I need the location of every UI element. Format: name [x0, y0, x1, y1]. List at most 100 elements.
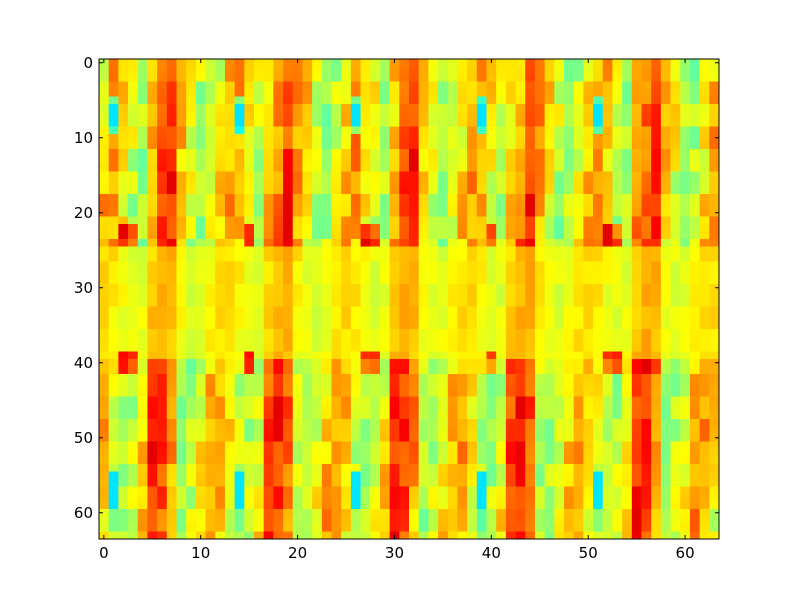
heatmap-cell — [573, 239, 584, 247]
heatmap-cell — [137, 284, 148, 292]
heatmap-cell — [137, 516, 148, 525]
heatmap-cell — [263, 359, 274, 367]
heatmap-cell — [515, 434, 526, 442]
heatmap-cell — [350, 96, 361, 105]
heatmap-cell — [128, 479, 139, 487]
heatmap-cell — [457, 104, 468, 112]
heatmap-cell — [670, 524, 681, 532]
heatmap-cell — [118, 426, 129, 435]
heatmap-cell — [409, 419, 420, 427]
heatmap-cell — [292, 374, 303, 382]
heatmap-cell — [195, 449, 206, 457]
heatmap-cell — [583, 336, 594, 345]
heatmap-cell — [447, 516, 458, 525]
heatmap-cell — [312, 201, 323, 210]
heatmap-cell — [651, 524, 662, 532]
heatmap-cell — [699, 194, 710, 202]
heatmap-cell — [147, 276, 158, 285]
heatmap-cell — [118, 321, 129, 330]
heatmap-cell — [651, 531, 662, 540]
heatmap-cell — [302, 299, 313, 307]
heatmap-cell — [544, 374, 555, 382]
heatmap-cell — [505, 66, 516, 75]
heatmap-cell — [699, 344, 710, 352]
heatmap-cell — [224, 366, 236, 375]
heatmap-cell — [360, 171, 371, 180]
heatmap-cell — [215, 494, 226, 502]
heatmap-cell — [564, 306, 575, 315]
heatmap-cell — [331, 329, 342, 337]
heatmap-cell — [128, 449, 139, 457]
heatmap-cell — [689, 96, 701, 105]
heatmap-cell — [215, 486, 226, 495]
heatmap-cell — [438, 126, 449, 135]
heatmap-cell — [496, 306, 507, 315]
heatmap-cell — [622, 314, 633, 322]
heatmap-cell — [622, 149, 633, 157]
heatmap-cell — [215, 321, 226, 330]
heatmap-cell — [254, 441, 265, 450]
heatmap-cell — [302, 344, 313, 352]
heatmap-cell — [234, 104, 245, 112]
heatmap-cell — [544, 479, 555, 487]
heatmap-cell — [593, 186, 604, 195]
heatmap-cell — [205, 74, 216, 82]
heatmap-cell — [389, 216, 400, 225]
heatmap-cell — [273, 201, 284, 210]
heatmap-cell — [370, 434, 381, 442]
heatmap-cell — [312, 321, 323, 330]
heatmap-cell — [99, 524, 110, 532]
heatmap-cell — [312, 426, 323, 435]
heatmap-cell — [108, 186, 119, 195]
heatmap-cell — [137, 359, 148, 367]
heatmap-cell — [573, 201, 584, 210]
heatmap-cell — [428, 171, 439, 180]
heatmap-cell — [166, 419, 177, 427]
heatmap-cell — [670, 329, 681, 337]
heatmap-cell — [215, 194, 226, 202]
heatmap-cell — [457, 306, 468, 315]
heatmap-cell — [205, 329, 216, 337]
heatmap-cell — [283, 486, 294, 495]
heatmap-cell — [118, 344, 129, 352]
heatmap-cell — [593, 156, 604, 165]
heatmap-cell — [137, 374, 148, 382]
heatmap-cell — [409, 381, 420, 390]
heatmap-cell — [447, 299, 458, 307]
heatmap-cell — [515, 464, 526, 472]
heatmap-cell — [699, 449, 710, 457]
heatmap-cell — [263, 314, 274, 322]
heatmap-cell — [147, 141, 158, 150]
heatmap-cell — [263, 134, 274, 142]
heatmap-cell — [515, 374, 526, 382]
heatmap-cell — [370, 201, 381, 210]
heatmap-cell — [622, 404, 633, 412]
heatmap-cell — [486, 321, 497, 330]
heatmap-cell — [283, 306, 294, 315]
heatmap-cell — [622, 216, 633, 225]
heatmap-cell — [118, 156, 129, 165]
heatmap-cell — [428, 381, 439, 390]
heatmap-cell — [428, 321, 439, 330]
heatmap-cell — [583, 486, 594, 495]
heatmap-cell — [631, 66, 642, 75]
heatmap-cell — [157, 486, 168, 495]
heatmap-cell — [350, 201, 361, 210]
heatmap-cell — [689, 246, 701, 255]
heatmap-cell — [99, 404, 110, 412]
heatmap-cell — [612, 201, 623, 210]
heatmap-cell — [602, 524, 613, 532]
heatmap-cell — [418, 164, 429, 172]
heatmap-cell — [312, 456, 323, 465]
heatmap-cell — [118, 111, 129, 120]
heatmap-cell — [176, 419, 187, 427]
heatmap-cell — [457, 486, 468, 495]
heatmap-cell — [505, 254, 516, 262]
heatmap-cell — [205, 464, 216, 472]
heatmap-cell — [699, 284, 710, 292]
heatmap-cell — [99, 89, 110, 97]
heatmap-cell — [370, 74, 381, 82]
heatmap-cell — [447, 269, 458, 277]
heatmap-cell — [157, 81, 168, 90]
heatmap-cell — [273, 531, 284, 540]
